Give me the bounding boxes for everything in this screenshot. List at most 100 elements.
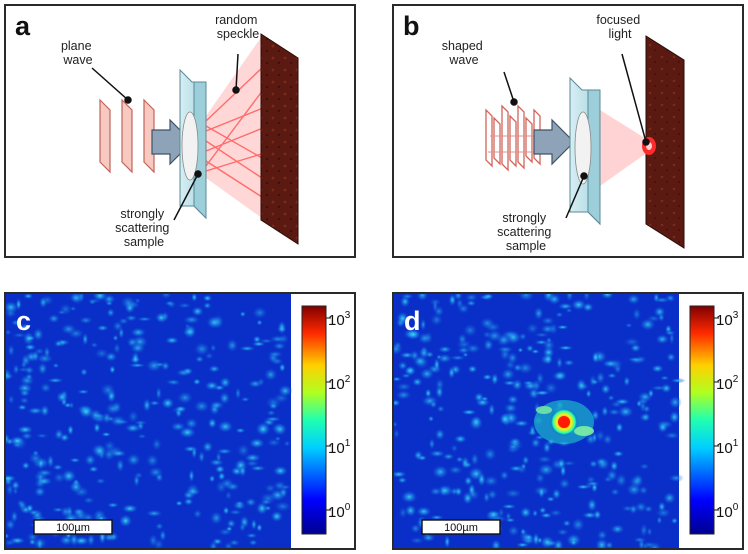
speckle-grain [250,518,258,531]
speckle-grain [617,405,635,418]
speckle-grain [160,294,172,300]
panel-label-a: a [15,11,31,41]
speckle-grain [596,529,608,541]
speckle-grain [610,524,625,535]
speckle-grain [504,488,523,499]
speckle-grain [6,432,11,445]
speckle-grain [6,474,17,483]
speckle-grain [653,306,666,318]
speckle-grain [638,412,650,423]
speckle-grain [207,417,218,430]
speckle-grain [605,540,614,548]
speckle-grain [614,398,631,406]
speckle-grain [634,501,648,513]
speckle-grain [394,470,407,478]
speckle-grain [394,399,401,407]
speckle-grain [272,465,289,477]
colorbar-tick-label: 103 [328,310,351,329]
speckle-grain [51,507,65,513]
speckle-grain [94,347,110,360]
speckle-grain [394,342,404,356]
speckle-grain [239,310,247,318]
speckle-grain [563,359,575,367]
speckle-grain [32,327,44,342]
speckle-image-c: 103 102 101 100 100µm [6,294,351,548]
speckle-grain [565,294,574,302]
speckle-grain [204,380,220,391]
speckle-grain [232,501,247,511]
speckle-grain [39,382,52,394]
speckle-grain [394,421,398,428]
speckle-grain [166,379,182,386]
speckle-grain [555,356,564,370]
speckle-grain [22,294,34,300]
speckle-grain [543,381,559,395]
plane-wave-label-2: wave [62,53,92,67]
speckle-grain [610,488,621,496]
speckle-grain [637,537,646,548]
sample-label-3: sample [124,235,164,249]
colorbar-d [689,305,715,535]
speckle-grain [586,497,598,513]
speckle-grain [625,322,633,328]
colorbar-tick-label: 102 [716,374,739,393]
speckle-grain [17,499,28,512]
speckle-grain [429,486,443,497]
speckle-grain [161,310,170,322]
speckle-grain [126,453,141,467]
speckle-grain [396,311,410,326]
speckle-grain [76,389,91,395]
speckle-grain [556,324,569,330]
speckle-grain [460,455,470,470]
speckle-grain [594,457,608,467]
speckle-grain [81,332,89,347]
speckle-grain [159,529,167,542]
speckle-grain [503,402,518,414]
speckle-grain [479,316,496,330]
speckle-grain [6,372,15,380]
speckle-grain [46,453,55,469]
colorbar-tick-label: 100 [716,502,739,521]
speckle-grain [136,316,153,322]
speckle-grain [547,294,562,306]
speckle-screen [260,33,299,245]
speckle-grain [217,527,233,537]
speckle-grain [411,377,423,387]
speckle-grain [470,452,480,467]
speckle-grain [128,362,146,368]
speckle-grain [101,431,112,437]
speckle-grain [559,464,567,478]
speckle-grain [43,345,51,359]
focus-cone [600,110,648,186]
speckle-grain [477,471,487,487]
speckle-grain [264,416,282,423]
speckle-grain [600,294,615,300]
speckle-grain [483,338,494,352]
speckle-grain [601,405,609,418]
speckle-grain [183,497,194,506]
speckle-grain [602,433,613,446]
speckle-grain [601,359,620,369]
speckle-grain [668,410,681,424]
speckle-grain [431,464,449,480]
speckle-grain [657,421,669,434]
speckle-grain [166,300,177,309]
shaped-wave [485,104,541,172]
speckle-grain [638,485,649,496]
speckle-grain [626,294,641,305]
speckle-grain [228,509,243,516]
speckle-grain [575,378,587,393]
speckle-grain [462,352,469,358]
panel-c: 103 102 101 100 100µm c [4,292,356,550]
speckle-grain [272,422,288,437]
speckle-grain [444,534,451,548]
speckle-grain [447,465,464,475]
speckle-grain [145,509,163,518]
speckle-grain [181,367,194,376]
speckle-grain [591,351,600,364]
speckle-grain [95,477,107,485]
speckle-grain [663,431,681,440]
speckle-grain [234,427,246,434]
speckle-grain [647,388,655,399]
focus-side-lobe [574,426,594,436]
